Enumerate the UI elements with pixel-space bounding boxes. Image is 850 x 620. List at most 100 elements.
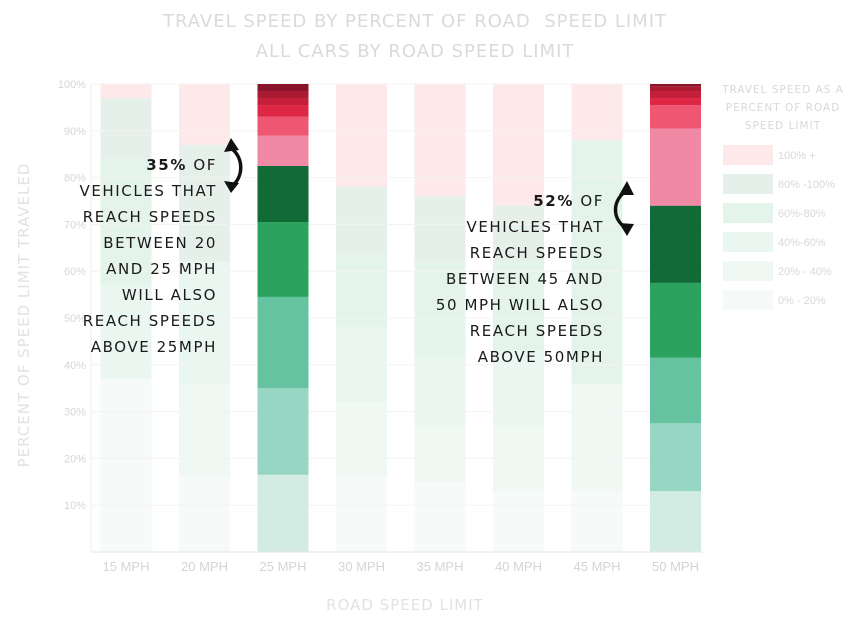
y-tick-label: 10% <box>64 500 86 512</box>
gridlines <box>91 83 703 506</box>
faint-bar-segment <box>414 84 466 197</box>
annotation-50mph-line-4: BETWEEN 45 AND <box>446 270 604 288</box>
bar-25mph-segment <box>257 105 309 117</box>
legend-label: 100% + <box>778 150 816 162</box>
annotation-25mph-line-7: REACH SPEEDS <box>83 312 217 330</box>
faint-bar-segment <box>336 402 387 478</box>
annotation-25mph-percent: 35% <box>146 156 187 174</box>
chart-subtitle: ALL CARS BY ROAD SPEED LIMIT <box>256 41 575 62</box>
annotation-25mph-line-3: REACH SPEEDS <box>83 208 217 226</box>
x-tick-label: 30 MPH <box>338 559 385 574</box>
bar-25mph-segment <box>257 91 309 99</box>
faint-bar-segment <box>336 84 387 187</box>
bar-50mph-segment <box>650 84 701 87</box>
legend: TRAVEL SPEED AS A PERCENT OF ROAD SPEED … <box>721 84 844 310</box>
faint-bar-segment <box>414 261 466 356</box>
annotation-50mph-of: OF <box>580 192 604 210</box>
faint-bar-segment <box>414 196 466 262</box>
faint-bar-segment <box>493 84 544 206</box>
y-axis-label: PERCENT OF SPEED LIMIT TRAVELED <box>15 163 33 468</box>
annotation-25mph-line-1: 35% OF <box>146 156 217 174</box>
legend-label: 20% - 40% <box>778 266 832 278</box>
faint-bar-segment <box>179 84 230 145</box>
annotation-25mph-line-6: WILL ALSO <box>122 286 217 304</box>
arrowhead-down-icon <box>224 181 239 193</box>
faint-bar-segment <box>493 491 544 552</box>
faint-bar-segment <box>100 84 152 99</box>
x-tick-label: 50 MPH <box>652 559 699 574</box>
x-axis-label: ROAD SPEED LIMIT <box>326 596 484 614</box>
bar-50mph-segment <box>650 423 701 492</box>
annotation-25mph-line-8: ABOVE 25MPH <box>91 338 217 356</box>
x-tick-label: 40 MPH <box>495 559 542 574</box>
legend-swatch <box>723 232 773 252</box>
y-tick-label: 50% <box>64 313 86 325</box>
x-tick-label: 15 MPH <box>103 559 150 574</box>
legend-title-line-3: SPEED LIMIT <box>745 120 821 132</box>
faint-bar-segment <box>493 261 544 351</box>
bar-25mph-segment <box>257 135 309 166</box>
annotation-25mph-line-2: VEHICLES THAT <box>79 182 217 200</box>
bar-25mph-segment <box>257 474 309 552</box>
legend-title-line-1: TRAVEL SPEED AS A <box>721 84 844 96</box>
legend-swatch <box>723 290 773 310</box>
x-tick-label: 35 MPH <box>417 559 464 574</box>
legend-title-line-2: PERCENT OF ROAD <box>726 102 841 114</box>
bar-50mph-segment <box>650 282 701 358</box>
faint-bar-segment <box>100 378 152 552</box>
chart-title: TRAVEL SPEED BY PERCENT OF ROAD SPEED LI… <box>162 11 667 32</box>
faint-bar-segment <box>493 205 544 262</box>
legend-swatch <box>723 261 773 281</box>
x-axis-ticks: 15 MPH 20 MPH 25 MPH 30 MPH 35 MPH 40 MPH 45 M… <box>103 559 699 574</box>
faint-bar-segment <box>571 84 623 141</box>
y-tick-label: 20% <box>64 453 86 465</box>
bar-50mph-segment <box>650 357 701 424</box>
annotation-50mph-line-2: VEHICLES THAT <box>466 218 604 236</box>
annotation-50mph-line-7: ABOVE 50MPH <box>478 348 604 366</box>
y-tick-label: 30% <box>64 407 86 419</box>
faint-bar-segment <box>493 350 544 426</box>
bar-50mph-segment <box>650 105 701 129</box>
annotation-50mph-line-6: REACH SPEEDS <box>470 322 604 340</box>
annotation-50mph-line-3: REACH SPEEDS <box>470 244 604 262</box>
highlighted-bars <box>257 84 701 552</box>
faint-bar-segment <box>414 481 466 552</box>
faint-bar-segment <box>179 477 230 552</box>
bar-50mph-segment <box>650 91 701 99</box>
y-tick-label: 80% <box>64 173 86 185</box>
annotation-25mph-line-5: AND 25 MPH <box>106 260 217 278</box>
faint-bar-segment <box>571 491 623 552</box>
bar-25mph-segment <box>257 222 309 297</box>
y-tick-label: 60% <box>64 266 86 278</box>
faint-bar-segment <box>100 285 152 379</box>
y-tick-label: 70% <box>64 219 86 231</box>
faint-bar-segment <box>571 383 623 492</box>
faint-bar-segment <box>100 158 152 286</box>
faint-bar-segment <box>414 355 466 426</box>
annotation-25mph-of: OF <box>193 156 217 174</box>
bar-50mph-segment <box>650 491 701 552</box>
bar-50mph-segment <box>650 128 701 206</box>
legend-swatch <box>723 203 773 223</box>
bar-50mph-segment <box>650 86 701 92</box>
y-tick-label: 90% <box>64 126 86 138</box>
bar-25mph-segment <box>257 388 309 475</box>
x-tick-label: 25 MPH <box>260 559 307 574</box>
bar-25mph-segment <box>257 296 309 389</box>
bar-50mph-segment <box>650 98 701 106</box>
faint-bar-segment <box>336 252 387 328</box>
faint-bar-segment <box>100 98 152 159</box>
faint-bar-segment <box>414 425 466 482</box>
bar-50mph-segment <box>650 205 701 283</box>
faint-bar-segment <box>179 383 230 478</box>
bar-25mph-segment <box>257 165 309 223</box>
annotation-50mph-line-1: 52% OF <box>533 192 604 210</box>
x-tick-label: 20 MPH <box>181 559 228 574</box>
y-axis-ticks: 10% 20% 30% 40% 50% 60% 70% 80% 90% 100% <box>58 79 86 512</box>
legend-swatch <box>723 174 773 194</box>
x-tick-label: 45 MPH <box>574 559 621 574</box>
bar-25mph-segment <box>257 116 309 136</box>
annotation-25mph: 35% OF VEHICLES THAT REACH SPEEDS BETWEE… <box>79 138 243 356</box>
arrowhead-up-icon <box>619 181 634 195</box>
faint-bar-segment <box>179 261 230 384</box>
